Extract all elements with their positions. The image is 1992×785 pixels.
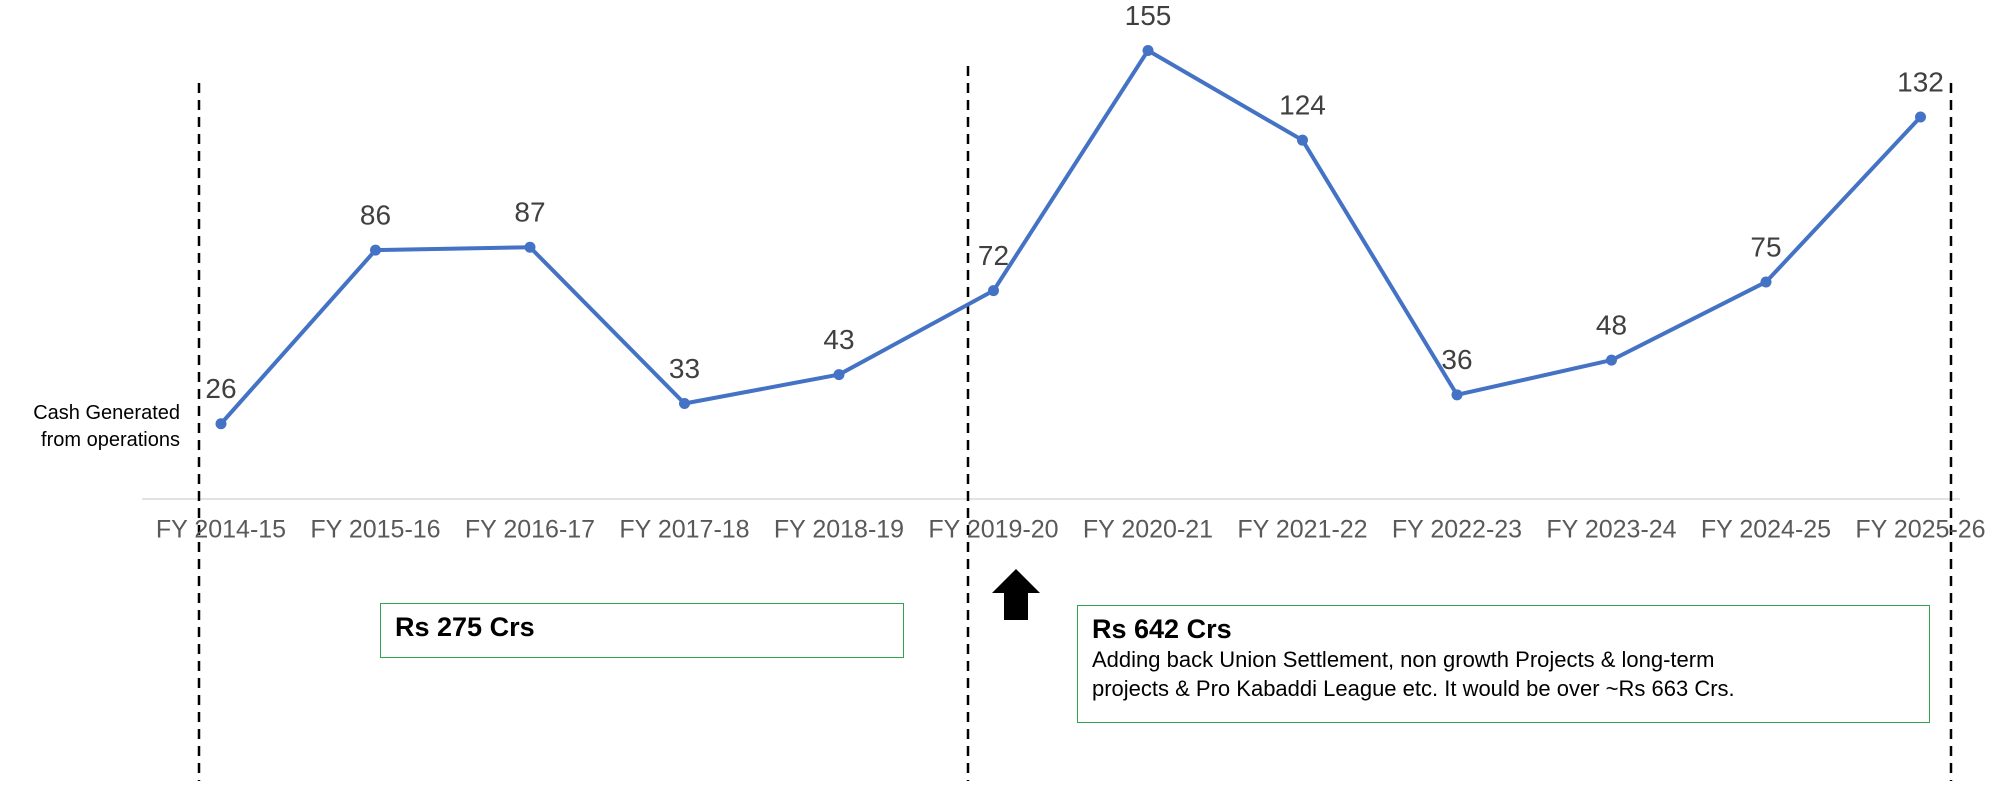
x-tick-label: FY 2021-22 <box>1237 516 1367 544</box>
data-label: 43 <box>823 324 854 355</box>
point <box>988 285 999 297</box>
data-label: 26 <box>205 373 236 404</box>
data-label: 75 <box>1750 231 1781 262</box>
x-tick-label: FY 2014-15 <box>156 516 286 544</box>
data-label: 124 <box>1279 90 1326 121</box>
arrow <box>992 569 1040 620</box>
x-tick-label: FY 2024-25 <box>1701 516 1831 544</box>
annotation-title: Rs 642 Crs <box>1092 614 1232 644</box>
point <box>1142 44 1154 56</box>
data-label: 33 <box>669 353 700 384</box>
annotation-box: Rs 275 Crs <box>380 603 904 658</box>
data-label: 72 <box>978 240 1009 271</box>
x-tick-label: FY 2023-24 <box>1546 516 1676 544</box>
annotation-box: Rs 642 Crs Adding back Union Settlement,… <box>1077 605 1930 723</box>
point <box>1915 111 1926 123</box>
x-tick-label: FY 2022-23 <box>1392 516 1522 544</box>
annotation-text: Adding back Union Settlement, non growth… <box>1092 647 1715 672</box>
x-tick-label: FY 2018-19 <box>774 516 904 544</box>
point <box>1297 134 1308 146</box>
point <box>679 398 690 410</box>
data-label: 87 <box>514 197 545 228</box>
y-axis-label: Cash Generated from operations <box>33 402 180 451</box>
x-tick-label: FY 2017-18 <box>619 516 749 544</box>
x-tick-label: FY 2015-16 <box>310 516 440 544</box>
point <box>524 241 536 253</box>
point <box>833 369 845 381</box>
data-label: 132 <box>1897 66 1944 97</box>
point <box>1606 354 1617 366</box>
x-tick-label: FY 2020-21 <box>1083 516 1213 544</box>
x-tick-label: FY 2016-17 <box>465 516 595 544</box>
x-tick-label: FY 2025-26 <box>1855 516 1985 544</box>
data-label: 48 <box>1596 309 1627 340</box>
point <box>1760 276 1772 288</box>
point <box>215 418 227 430</box>
annotation-title: Rs 275 Crs <box>395 612 535 642</box>
data-label: 155 <box>1125 0 1172 31</box>
point <box>1451 389 1463 401</box>
point <box>370 244 381 256</box>
x-tick-label: FY 2019-20 <box>928 516 1058 544</box>
annotation-text: projects & Pro Kabaddi League etc. It wo… <box>1092 676 1735 701</box>
data-label: 36 <box>1441 344 1472 375</box>
line <box>219 48 1922 426</box>
data-label: 86 <box>360 200 391 231</box>
